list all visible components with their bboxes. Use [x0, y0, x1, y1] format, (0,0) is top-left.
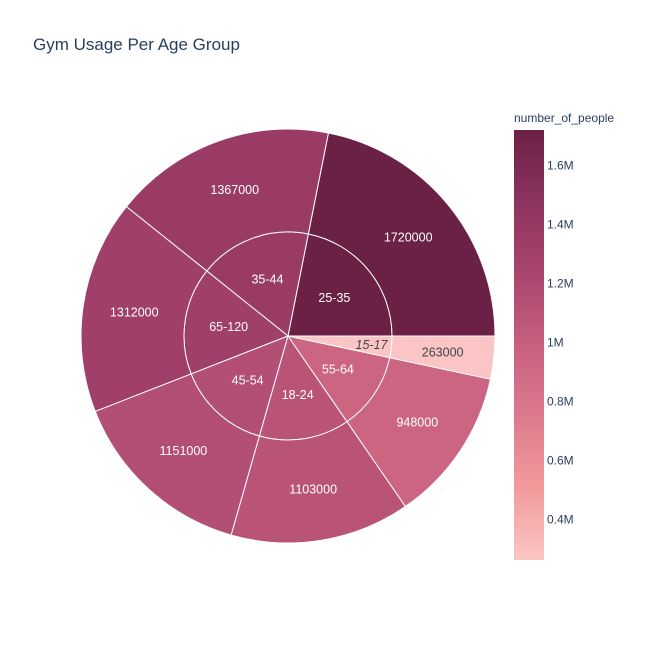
outer-label-18-24: 1103000	[289, 482, 337, 496]
outer-label-55-64: 948000	[396, 415, 438, 429]
colorbar-tick-label: 0.6M	[547, 454, 574, 468]
chart-title: Gym Usage Per Age Group	[33, 35, 240, 54]
colorbar-title: number_of_people	[514, 111, 614, 125]
outer-segment-65-120[interactable]	[80, 205, 208, 413]
inner-label-18-24: 18-24	[282, 388, 314, 402]
colorbar-tick-label: 1M	[547, 335, 564, 349]
sunburst-plot: 25-35 1720000 35-44 1367000 65-120 1312000 45-…	[80, 128, 496, 544]
colorbar: number_of_people 0.4M 0.6M 0.8M 1M 1.2M 1.4M 1…	[514, 111, 614, 560]
outer-label-45-54: 1151000	[160, 444, 208, 458]
outer-segment-15-17[interactable]	[389, 335, 496, 380]
colorbar-tick-label: 0.8M	[547, 395, 574, 409]
colorbar-tick-label: 1.6M	[547, 158, 574, 172]
outer-segment-25-35[interactable]	[307, 132, 496, 337]
inner-label-45-54: 45-54	[232, 373, 264, 387]
inner-label-25-35: 25-35	[318, 291, 350, 305]
inner-label-55-64: 55-64	[322, 362, 354, 376]
inner-label-15-17: 15-17	[356, 338, 389, 352]
colorbar-gradient	[514, 130, 544, 560]
inner-label-35-44: 35-44	[251, 273, 283, 287]
colorbar-tick-label: 1.2M	[547, 276, 574, 290]
outer-segment-18-24[interactable]	[230, 420, 407, 544]
outer-label-15-17: 263000	[422, 345, 464, 359]
colorbar-tick-label: 1.4M	[547, 217, 574, 231]
outer-label-65-120: 1312000	[110, 306, 159, 320]
colorbar-tick-label: 0.4M	[547, 513, 574, 527]
outer-label-25-35: 1720000	[384, 230, 433, 244]
outer-segment-35-44[interactable]	[125, 128, 330, 272]
outer-label-35-44: 1367000	[210, 183, 259, 197]
inner-label-65-120: 65-120	[209, 320, 248, 334]
